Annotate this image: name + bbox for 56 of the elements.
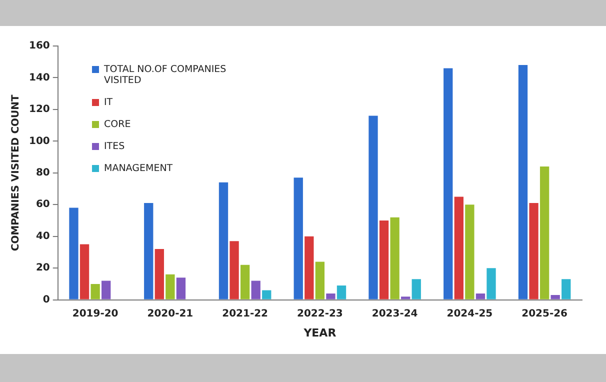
bar [176, 278, 186, 300]
x-tick-label: 2025-26 [522, 308, 568, 320]
y-tick-label: 80 [36, 167, 50, 178]
bar [166, 274, 175, 300]
bar [230, 241, 239, 300]
x-axis-title: YEAR [302, 326, 337, 340]
bar [304, 236, 314, 300]
legend-label: IT [104, 97, 113, 108]
bar [476, 293, 486, 300]
y-tick-label: 40 [36, 230, 50, 242]
legend-label: TOTAL NO.OF COMPANIES VISITED [104, 64, 228, 86]
bar [540, 166, 550, 300]
legend-label: ITES [104, 141, 125, 152]
x-tick-label: 2024-25 [446, 308, 493, 320]
bar [444, 68, 453, 300]
x-tick-label: 2023-24 [372, 308, 418, 320]
bar [326, 293, 336, 300]
bar [486, 268, 496, 300]
y-tick-label: 0 [42, 294, 50, 306]
x-tick-label: 2020-21 [147, 308, 194, 320]
y-tick-label: 100 [29, 136, 50, 147]
bar [294, 178, 303, 300]
bar [315, 262, 325, 300]
x-tick-label: 2019-20 [72, 308, 118, 320]
bar [562, 279, 571, 300]
y-tick-label: 20 [36, 262, 50, 274]
legend-label: CORE [104, 119, 131, 130]
bar [102, 280, 111, 300]
y-tick-label: 60 [36, 199, 50, 210]
bar [412, 279, 421, 300]
bar [529, 203, 538, 300]
bar [90, 284, 100, 300]
y-tick-label: 160 [29, 40, 50, 52]
bar [336, 286, 346, 300]
bar [240, 264, 250, 300]
bar [368, 116, 378, 300]
x-tick-label: 2022-23 [296, 308, 343, 320]
y-tick-label: 120 [29, 104, 50, 116]
bar [379, 220, 389, 300]
bar [262, 290, 272, 300]
y-tick-label: 140 [29, 72, 50, 84]
bar [144, 203, 154, 300]
legend-label: MANAGEMENT [104, 163, 173, 174]
bar [465, 204, 474, 300]
bar [401, 296, 410, 300]
bar [154, 249, 164, 300]
bar [251, 280, 260, 300]
bar [390, 217, 400, 300]
bar [80, 244, 90, 300]
bar [69, 208, 78, 300]
x-tick-label: 2021-22 [222, 308, 268, 320]
y-axis-title: COMPANIES VISITED COUNT [10, 94, 22, 252]
bar [550, 295, 560, 300]
bar [454, 196, 464, 300]
bar [218, 182, 228, 300]
bar [518, 65, 528, 300]
